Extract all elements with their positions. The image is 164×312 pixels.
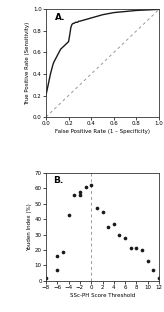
Point — [79, 189, 81, 194]
Y-axis label: Youden Index (%): Youden Index (%) — [27, 203, 32, 251]
Point — [95, 206, 98, 211]
Point — [141, 247, 143, 252]
Point — [84, 184, 87, 189]
Point — [118, 232, 121, 237]
Point — [56, 254, 59, 259]
Point — [73, 192, 76, 197]
Text: A.: A. — [55, 12, 65, 22]
Point — [113, 222, 115, 227]
X-axis label: SSc-PH Score Threshold: SSc-PH Score Threshold — [70, 293, 135, 298]
Point — [130, 246, 132, 251]
Point — [79, 192, 81, 197]
Point — [158, 275, 160, 280]
Point — [45, 275, 47, 280]
Text: B.: B. — [53, 176, 63, 185]
Point — [135, 246, 138, 251]
Point — [146, 258, 149, 263]
Point — [107, 224, 110, 229]
X-axis label: False Positive Rate (1 – Specificity): False Positive Rate (1 – Specificity) — [55, 129, 150, 134]
Point — [67, 212, 70, 217]
Point — [152, 267, 155, 272]
Point — [90, 183, 92, 188]
Point — [101, 209, 104, 214]
Point — [56, 267, 59, 272]
Point — [124, 235, 126, 240]
Point — [62, 249, 64, 254]
Y-axis label: True Positive Rate (Sensitivity): True Positive Rate (Sensitivity) — [25, 22, 30, 105]
